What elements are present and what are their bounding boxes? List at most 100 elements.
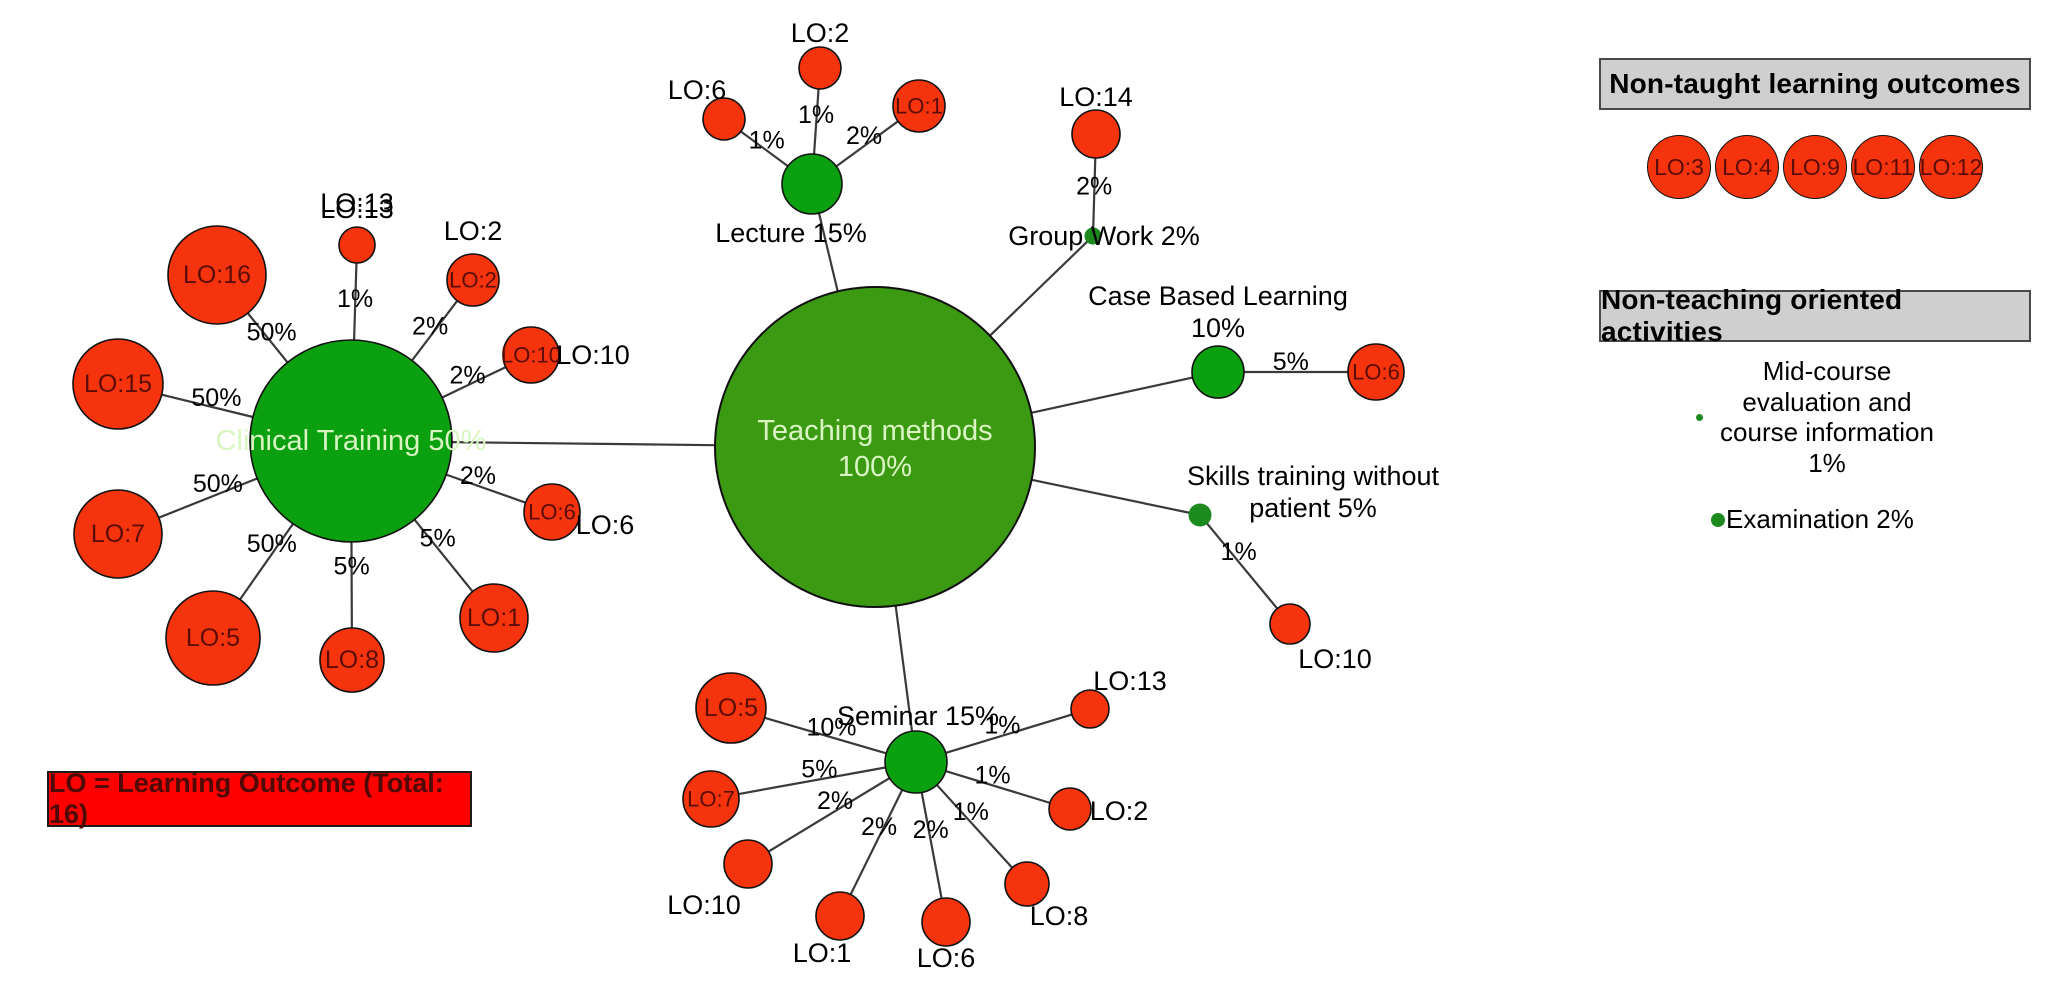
node-label-lo-case-based-learning-0: LO:6 <box>1352 360 1400 385</box>
node-value-teaching-methods: 100% <box>838 451 912 483</box>
edge-percent-label: 50% <box>247 319 297 347</box>
node-lo-seminar-0 <box>695 672 767 744</box>
edge-percent-label: 50% <box>247 530 297 558</box>
node-label-lo-seminar-0: LO:5 <box>704 694 758 722</box>
node-label-group-work: Group Work 2% <box>1008 221 1200 251</box>
node-outer-label-3: LO:6 <box>576 510 635 540</box>
node-lo-seminar-5 <box>815 891 865 941</box>
node-lecture <box>781 153 843 215</box>
node-label-lo-skills-training-0: LO:10 <box>1298 644 1372 674</box>
node-label-lo-seminar-3: LO:8 <box>1030 901 1089 931</box>
non-taught-chip-3: LO:9 <box>1783 135 1847 199</box>
node-lo-seminar-2 <box>1048 787 1092 831</box>
edge-percent-label: 2% <box>460 462 496 490</box>
edge-group-work-child-0 <box>1092 157 1097 229</box>
node-lo-clinical-training-3 <box>502 326 560 384</box>
edge-seminar-child-7 <box>738 766 886 796</box>
node-lo-seminar-1 <box>1070 689 1110 729</box>
node-label-lo-clinical-training-0: LO:16 <box>183 261 251 289</box>
node-lo-clinical-training-2 <box>446 253 500 307</box>
green-dot-icon <box>1696 413 1703 421</box>
nodes-layer <box>72 46 1405 947</box>
edge-root-group-work <box>989 240 1089 337</box>
node-group-work <box>1084 227 1102 245</box>
edge-percent-label: 2% <box>913 816 949 844</box>
node-lo-lecture-2 <box>892 79 946 133</box>
edge-root-seminar <box>894 605 914 732</box>
non-teaching-item-label: Examination 2% <box>1726 504 1914 534</box>
node-label-lecture: Lecture 15% <box>715 218 867 248</box>
panel-non-teaching-title: Non-teaching oriented activities <box>1601 284 1903 347</box>
edge-lecture-child-0 <box>740 130 789 168</box>
edge-percent-label: 5% <box>1273 348 1309 376</box>
node-label-lo-clinical-training-8: LO:7 <box>91 520 145 548</box>
panel-non-taught-learning-outcomes: Non-taught learning outcomes <box>1599 58 2031 110</box>
non-taught-chip-4: LO:11 <box>1851 135 1915 199</box>
edge-clinical-training-child-4 <box>445 473 526 504</box>
edge-percent-label: 10% <box>806 713 856 741</box>
non-teaching-item-examination: Examination 2% <box>1619 504 1914 535</box>
edge-percent-label: 2% <box>450 361 486 389</box>
edge-percent-label: 1% <box>953 798 989 826</box>
edge-percent-label: 2% <box>412 313 448 341</box>
learning-outcome-key-text: LO = Learning Outcome (Total: 16) <box>49 768 444 829</box>
node-label-teaching-methods: Teaching methods <box>757 415 992 447</box>
edge-seminar-child-2 <box>945 769 1051 804</box>
node-label-case-based-learning: Case Based Learning <box>1088 281 1348 311</box>
edge-lecture-child-2 <box>835 120 899 168</box>
edges-layer <box>158 88 1348 899</box>
edge-percent-label: 50% <box>193 470 243 498</box>
edge-percent-label: 1% <box>798 101 834 129</box>
edge-percent-label: 2% <box>817 787 853 815</box>
node-label-case-based-learning-value: 10% <box>1191 313 1245 343</box>
node-lo-case-based-learning-0 <box>1347 343 1405 401</box>
node-outer-label-1: LO:2 <box>444 216 503 246</box>
node-lo-clinical-training-4 <box>523 483 581 541</box>
node-outer-label-0: LO:13 <box>320 188 394 218</box>
node-label-seminar: Seminar 15% <box>837 701 999 731</box>
edge-lecture-child-1 <box>812 88 820 155</box>
edge-seminar-child-1 <box>945 713 1073 755</box>
edge-percent-label: 1% <box>337 285 373 313</box>
node-label-lo-group-work-0: LO:14 <box>1059 82 1133 112</box>
node-lo-clinical-training-6 <box>319 627 385 693</box>
node-label-lo-seminar-7: LO:7 <box>687 787 735 812</box>
edge-clinical-training-child-0 <box>246 312 289 364</box>
edge-percent-label: 2% <box>846 122 882 150</box>
panel-non-teaching-activities: Non-teaching oriented activities <box>1599 284 2031 347</box>
edge-percent-label: 1% <box>974 761 1010 789</box>
node-lo-clinical-training-9 <box>72 338 164 430</box>
node-case-based-learning <box>1191 345 1245 399</box>
panel-non-taught-title: Non-taught learning outcomes <box>1609 68 2021 99</box>
edge-percent-label: 50% <box>191 384 241 412</box>
node-label-clinical-training: Clinical Training 50% <box>216 425 487 457</box>
edge-seminar-child-5 <box>849 789 904 895</box>
labels-layer: 50%1%2%2%2%5%5%50%50%50%1%1%2%2%5%1%10% 1… <box>84 18 1440 973</box>
node-label-skills-training: Skills training without <box>1187 461 1440 491</box>
node-label-lo-clinical-training-6: LO:8 <box>325 646 379 674</box>
node-label-lo-seminar-1: LO:13 <box>1093 666 1167 696</box>
node-label-lo-clinical-training-9: LO:15 <box>84 370 152 398</box>
node-lo-clinical-training-5 <box>459 583 529 653</box>
node-lo-group-work-0 <box>1071 109 1121 159</box>
non-taught-chip-2: LO:4 <box>1715 135 1779 199</box>
edge-clinical-training-child-9 <box>161 393 254 419</box>
node-seminar <box>884 730 948 794</box>
node-lo-skills-training-0 <box>1269 603 1311 645</box>
node-lo-clinical-training-1 <box>338 226 376 264</box>
edge-clinical-training-child-2 <box>411 300 459 362</box>
edge-seminar-child-0 <box>764 716 887 755</box>
edge-root-skills-training <box>1031 478 1190 514</box>
edge-percent-label: 2% <box>1076 172 1112 200</box>
node-label-lo-clinical-training-3: LO:10 <box>501 343 561 368</box>
node-label-lo-clinical-training-1: LO:13 <box>320 194 394 224</box>
node-skills-training <box>1188 503 1212 527</box>
edge-root-lecture <box>817 212 839 292</box>
edge-percent-label: 1% <box>1221 538 1257 566</box>
non-taught-chip-1: LO:3 <box>1647 135 1711 199</box>
node-label-lo-lecture-2: LO:1 <box>895 94 943 119</box>
node-teaching-methods <box>714 286 1036 608</box>
node-label-lo-lecture-1: LO:2 <box>791 18 850 48</box>
edge-root-clinical-training <box>451 441 716 447</box>
